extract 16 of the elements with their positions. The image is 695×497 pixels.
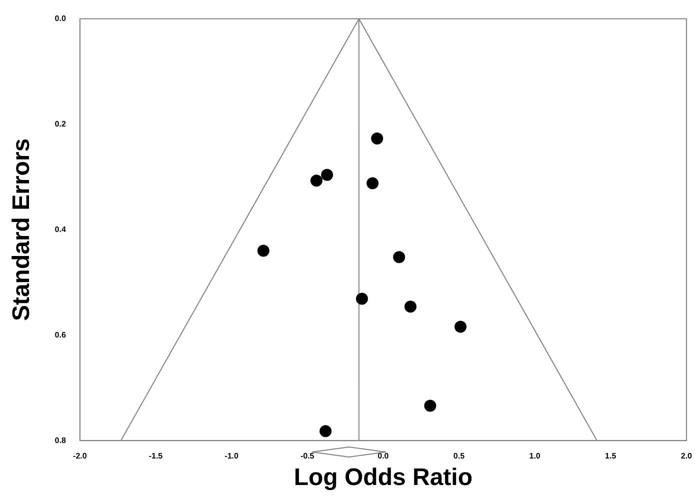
- x-axis-title: Log Odds Ratio: [294, 464, 473, 492]
- x-tick-label: -1.0: [224, 452, 239, 461]
- x-tick-label: 1.5: [605, 452, 617, 461]
- y-tick-label: 0.0: [54, 14, 66, 24]
- x-tick-label: -2.0: [73, 452, 88, 461]
- x-tick-label: -1.5: [148, 452, 164, 461]
- y-tick-label: 0.2: [54, 119, 66, 128]
- x-tick-label: 1.0: [529, 452, 541, 461]
- y-tick-label: 0.8: [54, 436, 66, 445]
- x-tick-label: 0.0: [378, 452, 390, 461]
- y-axis-title: Standard Errors: [8, 138, 36, 322]
- x-tick-label: -0.5: [300, 452, 315, 461]
- y-tick-label: 0.6: [54, 330, 66, 340]
- y-tick-label: 0.4: [54, 224, 66, 234]
- x-tick-label: 0.5: [453, 452, 466, 461]
- x-tick-label: 2.0: [680, 452, 693, 461]
